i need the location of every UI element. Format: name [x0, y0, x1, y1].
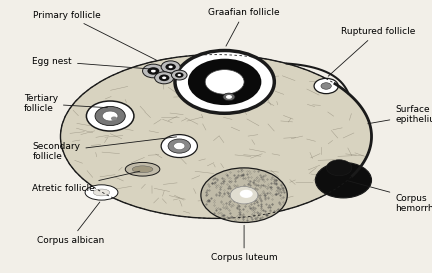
Circle shape [205, 70, 244, 94]
Text: Primary follicle: Primary follicle [33, 11, 156, 60]
Text: Corpus
hemorrhagicum: Corpus hemorrhagicum [348, 181, 432, 213]
Circle shape [188, 59, 261, 105]
Circle shape [111, 117, 117, 120]
Circle shape [201, 168, 287, 222]
Circle shape [159, 75, 169, 81]
Circle shape [172, 70, 187, 80]
Ellipse shape [132, 166, 153, 173]
Text: Tertiary
follicle: Tertiary follicle [24, 94, 108, 114]
Circle shape [178, 74, 181, 76]
Text: Egg nest: Egg nest [32, 57, 156, 69]
Circle shape [327, 160, 352, 176]
Text: Corpus luteum: Corpus luteum [211, 225, 277, 262]
Circle shape [161, 135, 197, 158]
Ellipse shape [93, 189, 110, 196]
Circle shape [168, 139, 191, 153]
Circle shape [102, 111, 118, 121]
Circle shape [147, 67, 159, 75]
Ellipse shape [85, 185, 118, 200]
Circle shape [226, 95, 232, 99]
Text: Atretic follicle: Atretic follicle [32, 171, 140, 193]
Circle shape [240, 190, 253, 198]
Text: Secondary
follicle: Secondary follicle [32, 137, 177, 161]
Circle shape [175, 51, 274, 113]
Circle shape [165, 64, 176, 70]
Circle shape [314, 78, 338, 94]
Circle shape [155, 72, 174, 84]
Ellipse shape [60, 55, 372, 218]
Text: Surface
epithelium: Surface epithelium [368, 105, 432, 124]
Circle shape [151, 69, 156, 72]
Circle shape [175, 72, 184, 78]
Circle shape [230, 186, 258, 204]
Text: Graafian follicle: Graafian follicle [208, 8, 280, 46]
Circle shape [86, 101, 134, 131]
Text: Corpus albican: Corpus albican [37, 202, 104, 245]
Circle shape [143, 64, 164, 78]
Ellipse shape [125, 162, 160, 176]
Circle shape [174, 143, 185, 150]
Text: Ruptured follicle: Ruptured follicle [328, 27, 415, 76]
Circle shape [315, 162, 372, 198]
Circle shape [161, 61, 180, 73]
Circle shape [223, 93, 235, 101]
Circle shape [95, 106, 125, 126]
Circle shape [168, 66, 173, 68]
Circle shape [162, 76, 166, 79]
Circle shape [321, 83, 331, 89]
